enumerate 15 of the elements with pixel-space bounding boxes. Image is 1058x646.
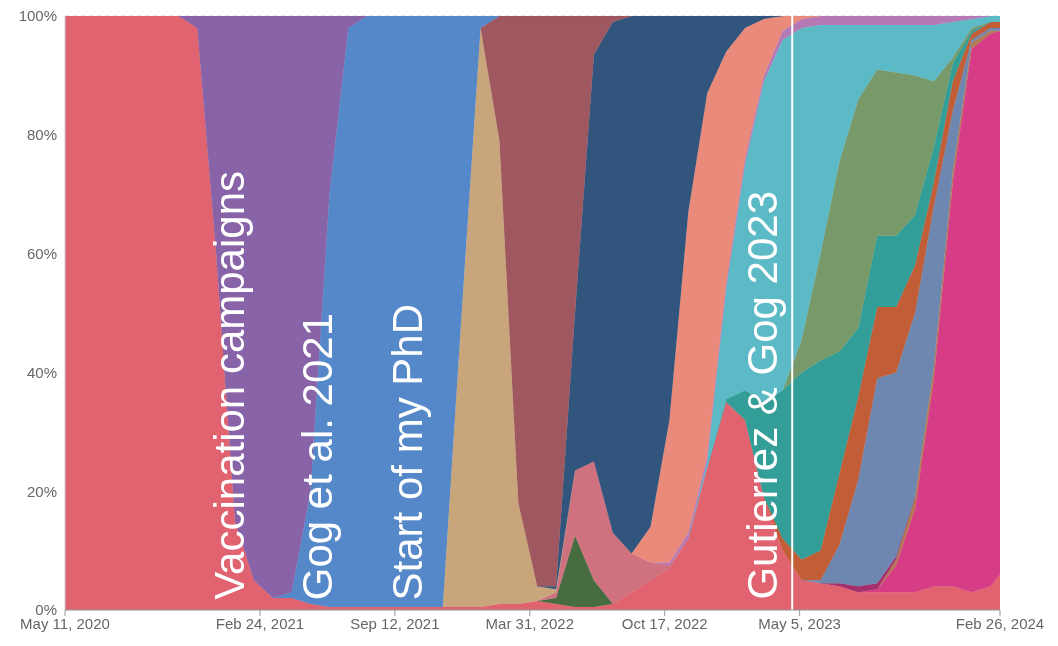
x-tick-label: May 5, 2023 xyxy=(758,614,841,632)
annotation: Vaccination campaigns xyxy=(206,171,255,600)
y-tick-label: 80% xyxy=(26,126,57,144)
x-tick-label: Feb 24, 2021 xyxy=(215,614,305,632)
x-tick-label: Mar 31, 2022 xyxy=(485,614,574,632)
annotation: Gog et al. 2021 xyxy=(294,312,343,600)
x-tick-label: Sep 12, 2021 xyxy=(350,614,440,632)
x-tick-label: Feb 26, 2024 xyxy=(955,614,1045,632)
annotation: Start of my PhD xyxy=(384,303,433,600)
y-tick-label: 100% xyxy=(18,7,57,25)
x-tick-label: Oct 17, 2022 xyxy=(621,614,708,632)
y-tick-label: 60% xyxy=(26,244,57,262)
y-tick-label: 40% xyxy=(26,363,57,381)
annotation: Gutierrez & Gog 2023 xyxy=(739,191,788,600)
y-tick-label: 20% xyxy=(26,482,57,500)
